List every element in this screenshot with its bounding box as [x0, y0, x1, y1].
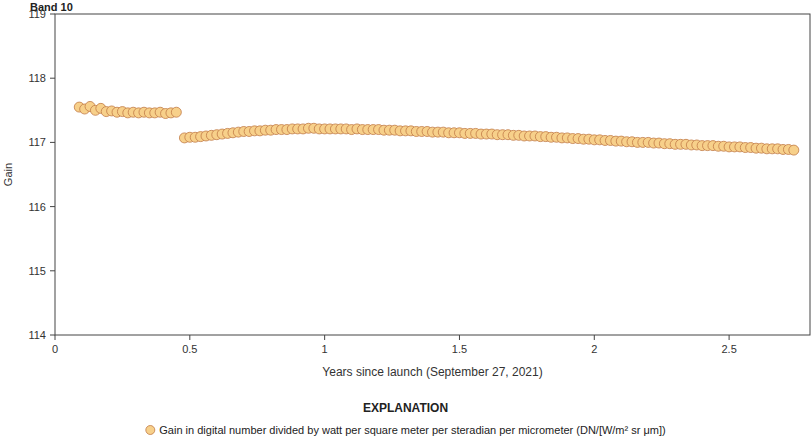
y-tick [50, 142, 55, 143]
legend-label: Gain in digital number divided by watt p… [159, 424, 665, 436]
title: Band 10 [30, 1, 73, 13]
chart: 11411511611711811900.511.522.5Band 10Gai… [0, 0, 811, 438]
x-axis-label: Years since launch (September 27, 2021) [322, 365, 542, 379]
x-tick-label: 1.5 [452, 343, 467, 355]
x-tick [594, 335, 595, 340]
legend-marker [146, 426, 155, 435]
x-tick [459, 335, 460, 340]
x-tick [55, 335, 56, 340]
y-axis-label: Gain [2, 163, 14, 186]
data-point [171, 107, 181, 117]
x-tick [729, 335, 730, 340]
y-tick [50, 206, 55, 207]
x-tick-label: 1 [322, 343, 328, 355]
x-tick-label: 0 [52, 343, 58, 355]
x-tick [324, 335, 325, 340]
y-tick-label: 116 [28, 201, 46, 213]
plot-frame [55, 14, 810, 335]
y-tick-label: 117 [28, 136, 46, 148]
points [74, 101, 799, 155]
y-tick-label: 114 [28, 329, 46, 341]
x-tick-label: 0.5 [182, 343, 197, 355]
y-tick [50, 14, 55, 15]
y-tick-label: 115 [28, 265, 46, 277]
y-tick [50, 78, 55, 79]
y-tick [50, 270, 55, 271]
y-tick [50, 335, 55, 336]
data-point [789, 145, 799, 155]
legend-title: EXPLANATION [363, 401, 448, 415]
x-tick [189, 335, 190, 340]
x-tick-label: 2 [591, 343, 597, 355]
y-tick-label: 118 [28, 72, 46, 84]
x-tick-label: 2.5 [721, 343, 736, 355]
